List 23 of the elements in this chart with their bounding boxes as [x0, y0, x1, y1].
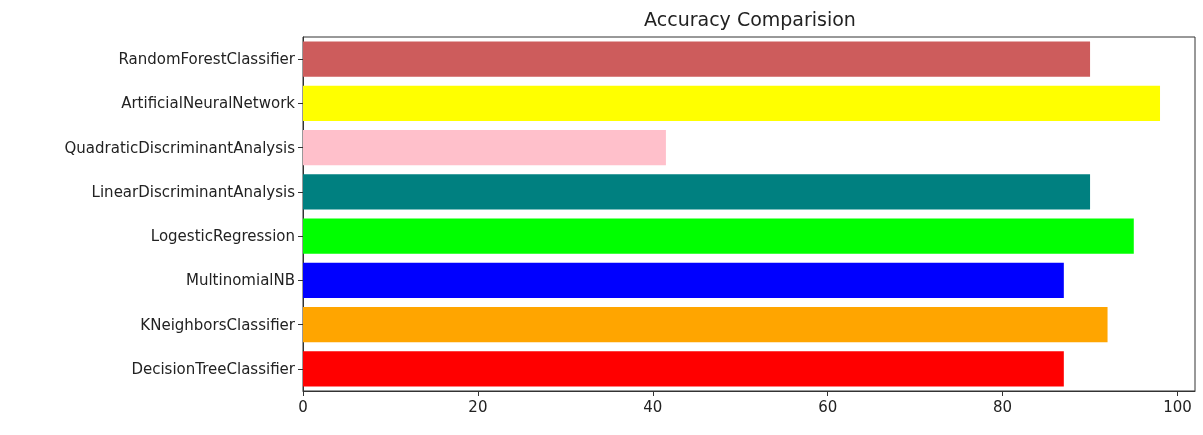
x-tick-label: 100: [1163, 397, 1192, 416]
bar: [303, 262, 1064, 299]
bar: [303, 41, 1091, 77]
x-tick-label: 60: [818, 397, 838, 416]
bar: [303, 85, 1161, 122]
x-tick-label: 0: [298, 397, 308, 416]
x-tick-label: 40: [643, 397, 663, 416]
bar: [303, 129, 666, 166]
y-tick-label: KNeighborsClassifier: [140, 315, 296, 334]
y-tick-label: LinearDiscriminantAnalysis: [91, 182, 296, 201]
y-tick-label: LogesticRegression: [150, 227, 295, 246]
y-tick-label: ArtificialNeuralNetwork: [121, 94, 296, 113]
bar: [303, 351, 1064, 387]
x-tick-label: 20: [468, 397, 488, 416]
chart-title: Accuracy Comparision: [644, 7, 856, 30]
y-tick-label: MultinomialNB: [186, 271, 295, 290]
bar: [303, 174, 1091, 210]
y-tick-label: DecisionTreeClassifier: [131, 359, 296, 378]
x-tick-label: 80: [993, 397, 1013, 416]
y-tick-label: QuadraticDiscriminantAnalysis: [64, 138, 296, 157]
y-tick-label: RandomForestClassifier: [118, 50, 296, 69]
bar: [303, 218, 1134, 254]
bar: [303, 306, 1108, 343]
